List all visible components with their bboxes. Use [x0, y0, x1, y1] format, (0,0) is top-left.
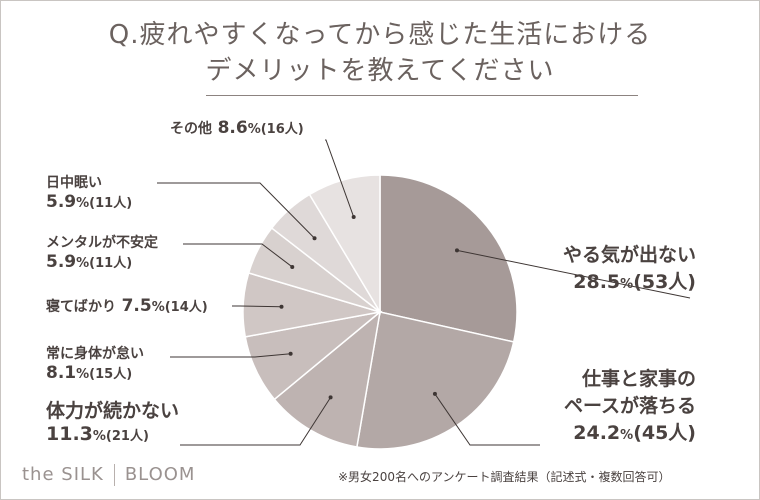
slice-6-unit: %	[76, 196, 90, 211]
leader-line-5	[183, 243, 293, 268]
pie-slice-0	[379, 174, 518, 343]
label-slice-0: やる気が出ない 28.5%(53人)	[540, 240, 696, 294]
label-slice-7: その他 8.6%(16人)	[170, 118, 304, 138]
leader-line-4	[232, 305, 282, 308]
leader-dot-3	[288, 351, 293, 356]
pie-slice-2	[273, 310, 382, 448]
chart-title-line1: Q.疲れやすくなってから感じた生活における	[108, 20, 652, 50]
leader-line-6	[157, 182, 315, 239]
slice-6-count: (11人)	[89, 196, 133, 211]
slice-0-percent: 28.5	[573, 271, 621, 293]
logo-left-text: the SILK	[22, 464, 104, 485]
slice-5-count: (11人)	[89, 256, 133, 271]
logo-divider	[113, 464, 115, 486]
slice-1-unit: %	[620, 428, 634, 443]
label-slice-1: 仕事と家事の ペースが落ちる 24.2%(45人)	[540, 364, 696, 445]
slice-2-percent: 11.3	[46, 423, 93, 445]
slice-4-unit: %	[151, 300, 165, 315]
leader-line-3	[170, 353, 291, 358]
leader-dot-1	[432, 391, 437, 396]
slice-3-percent: 8.1	[46, 363, 77, 383]
slice-1-name-a: 仕事と家事の	[581, 368, 696, 390]
slice-0-unit: %	[620, 277, 634, 292]
slice-7-name: その他	[170, 121, 212, 137]
slice-6-name: 日中眠い	[46, 175, 102, 191]
leader-dot-4	[279, 304, 284, 309]
leader-dot-7	[351, 214, 356, 219]
leader-line-0	[456, 249, 691, 299]
slice-7-percent: 8.6	[217, 118, 248, 138]
leader-line-1	[434, 393, 540, 446]
logo-right-text: BLOOM	[124, 464, 196, 485]
slice-3-name: 常に身体が怠い	[46, 346, 144, 362]
slice-3-count: (15人)	[89, 367, 133, 382]
pie-slice-7	[308, 174, 381, 315]
leader-dot-0	[454, 248, 459, 253]
chart-title-line2: デメリットを教えてください	[205, 56, 555, 86]
slice-6-percent: 5.9	[46, 192, 77, 212]
label-slice-2: 体力が続かない 11.3%(21人)	[46, 396, 179, 445]
slice-1-count: (45人)	[633, 422, 696, 444]
slice-2-count: (21人)	[105, 429, 149, 444]
slice-2-name: 体力が続かない	[46, 400, 180, 422]
survey-note: ※男女200名へのアンケート調査結果（記述式・複数回答可）	[338, 470, 671, 484]
label-slice-6: 日中眠い 5.9%(11人)	[46, 172, 132, 212]
slice-3-unit: %	[76, 367, 90, 382]
slice-7-count: (16人)	[260, 122, 304, 137]
leader-dot-2	[328, 395, 333, 400]
slice-0-count: (53人)	[633, 271, 696, 293]
slice-5-unit: %	[76, 256, 90, 271]
slice-5-name: メンタルが不安定	[46, 235, 158, 251]
label-slice-3: 常に身体が怠い 8.1%(15人)	[46, 343, 144, 383]
leader-dot-5	[290, 264, 295, 269]
slice-0-name: やる気が出ない	[562, 244, 696, 266]
slice-7-unit: %	[247, 122, 261, 137]
slice-5-percent: 5.9	[46, 252, 77, 272]
leader-dot-6	[312, 236, 317, 241]
slice-1-name-b: ペースが落ちる	[563, 395, 696, 417]
leader-line-7	[325, 139, 355, 218]
label-slice-5: メンタルが不安定 5.9%(11人)	[46, 232, 158, 272]
title-divider	[206, 95, 638, 96]
slice-4-name: 寝てばかり	[46, 299, 116, 315]
leader-line-2	[180, 397, 332, 446]
brand-logo: the SILK BLOOM	[22, 464, 195, 486]
slice-1-percent: 24.2	[573, 422, 621, 444]
slice-4-percent: 7.5	[121, 296, 152, 316]
slice-4-count: (14人)	[164, 300, 208, 315]
label-slice-4: 寝てばかり 7.5%(14人)	[46, 296, 208, 316]
slice-2-unit: %	[92, 429, 106, 444]
